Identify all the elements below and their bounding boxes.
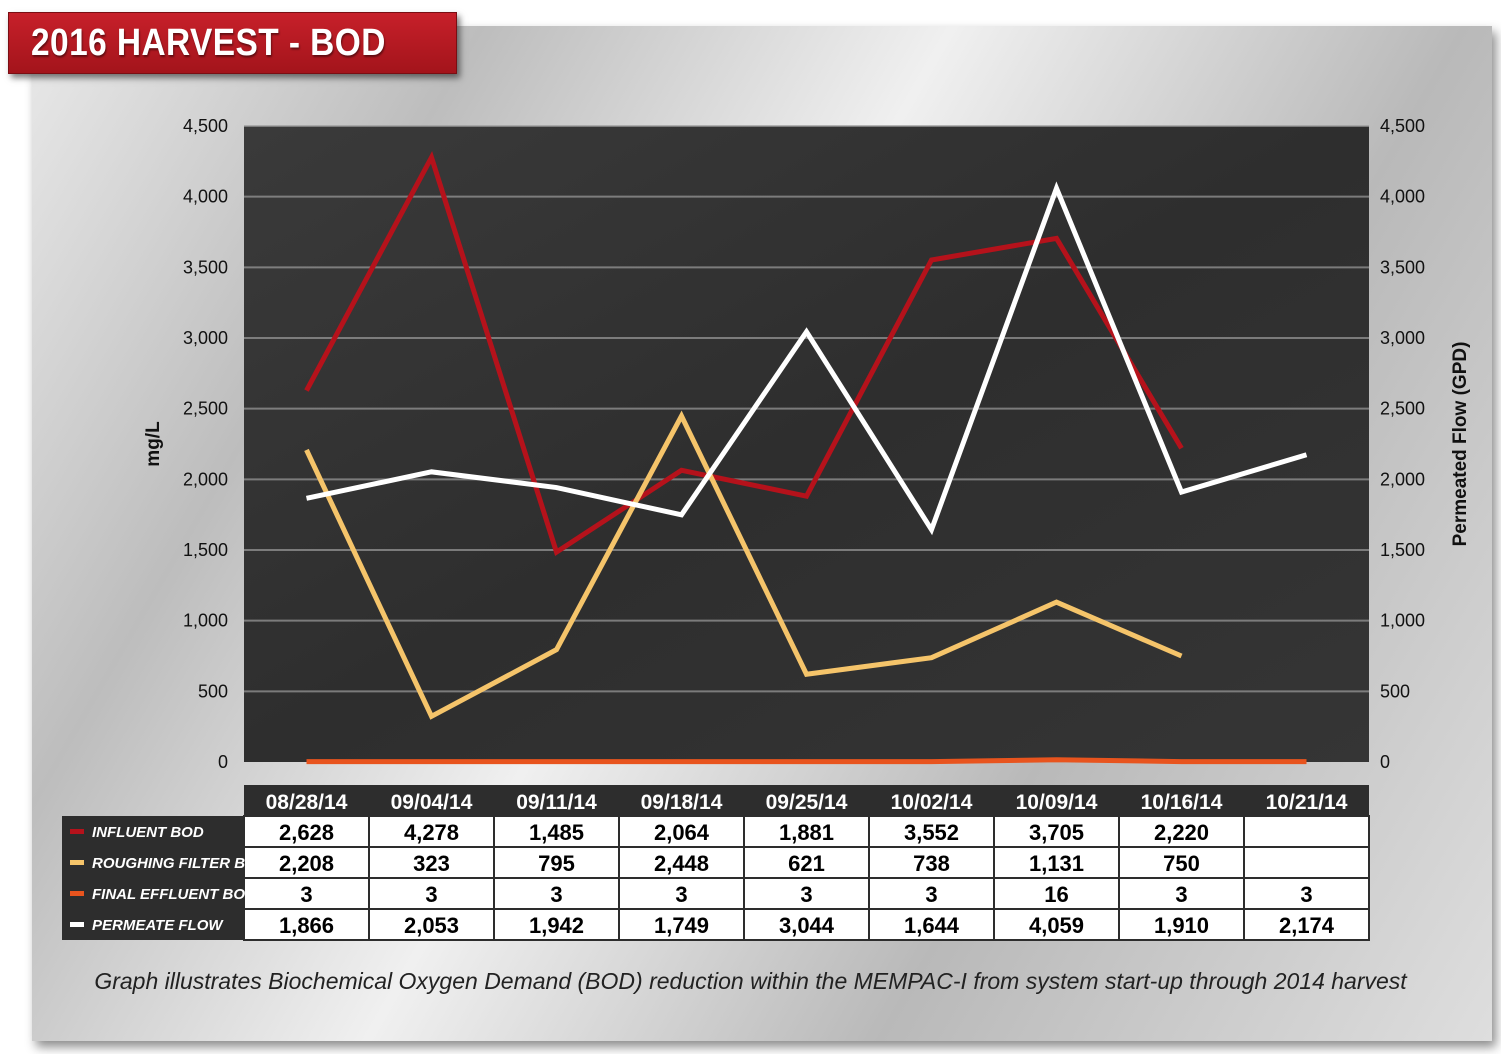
x-category-label: 10/09/14 bbox=[1016, 791, 1098, 814]
y2-tick-label: 0 bbox=[1380, 752, 1390, 772]
table-cell-value: 750 bbox=[1163, 851, 1200, 876]
y-tick-label: 3,500 bbox=[183, 257, 228, 277]
table-cell-value: 3 bbox=[800, 882, 812, 907]
table-cell-value: 2,174 bbox=[1279, 913, 1335, 938]
table-cell-value: 3 bbox=[925, 882, 937, 907]
x-category-label: 09/25/14 bbox=[766, 791, 848, 814]
table-cell-value: 621 bbox=[788, 851, 825, 876]
table-cell-value: 3 bbox=[1300, 882, 1312, 907]
table-cell-value: 3 bbox=[675, 882, 687, 907]
table-cell-value: 2,208 bbox=[279, 851, 334, 876]
table-cell-value: 2,628 bbox=[279, 820, 334, 845]
table-cell-value: 1,644 bbox=[904, 913, 960, 938]
table-cell-value: 3,705 bbox=[1029, 820, 1084, 845]
y2-tick-label: 4,000 bbox=[1380, 187, 1425, 207]
data-table: 08/28/14 09/04/14 09/11/14 09/18/14 09/25/14… bbox=[62, 785, 1370, 941]
table-cell-value: 1,881 bbox=[779, 820, 834, 845]
table-cell-value: 738 bbox=[913, 851, 950, 876]
x-category-label: 10/16/14 bbox=[1141, 791, 1223, 814]
y-tick-label: 2,000 bbox=[183, 469, 228, 489]
chart-title: 2016 HARVEST - BOD bbox=[31, 21, 386, 64]
table-cell-value: 2,220 bbox=[1154, 820, 1209, 845]
table-cell-value: 2,448 bbox=[654, 851, 709, 876]
table-cell-value: 2,053 bbox=[404, 913, 459, 938]
y2-tick-label: 1,000 bbox=[1380, 611, 1425, 631]
y2-axis-title: Permeated Flow (GPD) bbox=[1450, 342, 1471, 547]
y2-tick-label: 3,500 bbox=[1380, 257, 1425, 277]
y-tick-label: 0 bbox=[218, 752, 228, 772]
table-cell-value: 3 bbox=[425, 882, 437, 907]
legend-label: FINAL EFFLUENT BOD bbox=[92, 886, 256, 903]
left-axis-ticks: 0 500 1,000 1,500 2,000 2,500 3,000 3,500 4,000 4… bbox=[183, 116, 228, 772]
y2-tick-label: 1,500 bbox=[1380, 540, 1425, 560]
series-line-permeate-flow bbox=[305, 181, 1308, 536]
table-cell-value: 3 bbox=[550, 882, 562, 907]
y-tick-label: 3,000 bbox=[183, 328, 228, 348]
y-tick-label: 1,000 bbox=[183, 611, 228, 631]
right-axis-ticks: 0 500 1,000 1,500 2,000 2,500 3,000 3,500 4,000 4… bbox=[1380, 116, 1425, 772]
table-legend-bg bbox=[62, 816, 244, 940]
table-cell-value: 4,278 bbox=[404, 820, 459, 845]
table-cell-value: 1,485 bbox=[529, 820, 584, 845]
table-cell-value: 795 bbox=[538, 851, 575, 876]
table-cell-value: 1,131 bbox=[1029, 851, 1084, 876]
x-category-label: 10/21/14 bbox=[1266, 791, 1348, 814]
table-cell-value: 2,064 bbox=[654, 820, 710, 845]
table-cell-value: 1,942 bbox=[529, 913, 584, 938]
legend-label: ROUGHING FILTER BOD bbox=[92, 855, 268, 872]
y-tick-label: 1,500 bbox=[183, 540, 228, 560]
table-header-bg bbox=[244, 785, 1369, 816]
y-tick-label: 4,500 bbox=[183, 116, 228, 136]
x-category-label: 10/02/14 bbox=[891, 791, 973, 814]
y2-tick-label: 4,500 bbox=[1380, 116, 1425, 136]
table-cell-value: 1,910 bbox=[1154, 913, 1209, 938]
legend-label: INFLUENT BOD bbox=[92, 824, 204, 841]
series-line-roughing-filter-bod bbox=[304, 410, 1183, 720]
table-cell-value: 1,866 bbox=[279, 913, 334, 938]
table-cell-value: 16 bbox=[1044, 882, 1068, 907]
plot-area bbox=[244, 126, 1369, 762]
table-cell-value: 3 bbox=[1175, 882, 1187, 907]
y-tick-label: 500 bbox=[198, 681, 228, 701]
table-cell-value: 4,059 bbox=[1029, 913, 1084, 938]
y-tick-label: 4,000 bbox=[183, 187, 228, 207]
y2-tick-label: 3,000 bbox=[1380, 328, 1425, 348]
figure-caption: Graph illustrates Biochemical Oxygen Dem… bbox=[94, 968, 1407, 994]
title-banner: 2016 HARVEST - BOD bbox=[8, 12, 458, 74]
y-tick-label: 2,500 bbox=[183, 399, 228, 419]
table-cell-value: 3 bbox=[300, 882, 312, 907]
series-lines bbox=[304, 150, 1308, 765]
x-category-label: 09/11/14 bbox=[516, 791, 597, 814]
y2-tick-label: 2,000 bbox=[1380, 469, 1425, 489]
legend-label: PERMEATE FLOW bbox=[92, 917, 224, 934]
y2-tick-label: 2,500 bbox=[1380, 399, 1425, 419]
x-category-label: 09/04/14 bbox=[391, 791, 473, 814]
series-line-final-effluent-bod bbox=[306, 757, 1307, 765]
y2-tick-label: 500 bbox=[1380, 681, 1410, 701]
x-category-label: 08/28/14 bbox=[266, 791, 348, 814]
table-cell-value: 1,749 bbox=[654, 913, 709, 938]
gridlines bbox=[244, 125, 1369, 693]
table-cell-value: 323 bbox=[413, 851, 450, 876]
table-cell-value: 3,044 bbox=[779, 913, 835, 938]
y-axis-title: mg/L bbox=[143, 421, 164, 467]
x-category-label: 09/18/14 bbox=[641, 791, 723, 814]
table-cell-value: 3,552 bbox=[904, 820, 959, 845]
